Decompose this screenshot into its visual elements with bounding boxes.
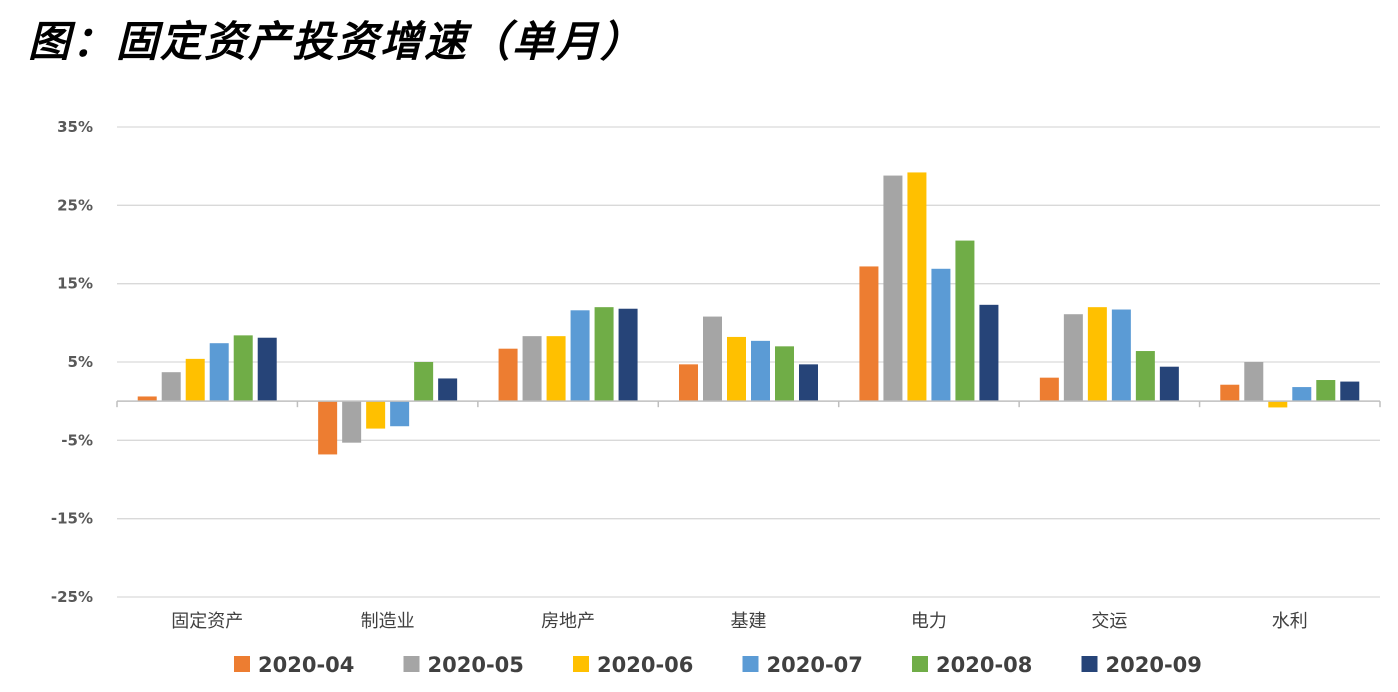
category-label: 电力 bbox=[911, 611, 947, 632]
bar bbox=[137, 396, 157, 402]
bar bbox=[185, 358, 205, 402]
gridlines bbox=[117, 126, 1380, 598]
legend-swatch bbox=[912, 656, 928, 672]
bar bbox=[955, 240, 975, 402]
bar bbox=[907, 172, 927, 402]
bar bbox=[522, 336, 542, 402]
bar bbox=[1111, 309, 1131, 402]
bar bbox=[390, 401, 410, 427]
legend-swatch bbox=[403, 656, 420, 672]
bar bbox=[414, 362, 434, 402]
bar bbox=[859, 266, 879, 402]
bar bbox=[546, 336, 566, 402]
y-tick-label: 5% bbox=[68, 353, 93, 371]
bar bbox=[366, 401, 386, 429]
bar bbox=[342, 401, 362, 443]
legend-label: 2020-04 bbox=[258, 653, 354, 677]
bar bbox=[1340, 381, 1360, 402]
bar bbox=[161, 372, 181, 402]
bar bbox=[1159, 366, 1179, 402]
bar bbox=[727, 336, 746, 402]
category-labels: 固定资产 制造业 房地产 基建 电力 交运 水利 bbox=[171, 611, 1308, 632]
category-label: 交运 bbox=[1091, 611, 1127, 632]
bars bbox=[137, 172, 1360, 455]
bar bbox=[751, 340, 770, 402]
legend-swatch bbox=[573, 656, 589, 672]
legend-swatch bbox=[1081, 656, 1098, 672]
x-axis bbox=[116, 400, 1381, 408]
bar bbox=[498, 348, 518, 402]
bar bbox=[594, 307, 614, 402]
bar bbox=[883, 175, 903, 402]
y-axis-ticks: 35% 25% 15% 5% -5% -15% -25% bbox=[51, 118, 93, 606]
chart-title: 图：固定资产投资增速（单月） bbox=[28, 17, 645, 66]
bar bbox=[233, 335, 253, 402]
legend-label: 2020-09 bbox=[1106, 653, 1202, 677]
bar bbox=[318, 401, 338, 455]
bar bbox=[1316, 380, 1336, 402]
legend-label: 2020-06 bbox=[597, 653, 693, 677]
y-tick-label: -25% bbox=[51, 588, 93, 606]
bar bbox=[931, 268, 951, 402]
legend-swatch bbox=[234, 656, 250, 672]
category-label: 水利 bbox=[1272, 611, 1308, 632]
bar bbox=[1063, 314, 1083, 402]
y-tick-label: -5% bbox=[61, 431, 93, 449]
bar bbox=[209, 343, 229, 402]
bar bbox=[1039, 377, 1059, 402]
bar bbox=[438, 378, 458, 402]
legend-label: 2020-08 bbox=[936, 653, 1032, 677]
legend-label: 2020-07 bbox=[767, 653, 863, 677]
y-tick-label: 35% bbox=[57, 118, 93, 136]
y-tick-label: 15% bbox=[57, 275, 93, 293]
bar bbox=[679, 364, 698, 402]
category-label: 制造业 bbox=[361, 611, 415, 632]
y-tick-label: -15% bbox=[51, 510, 93, 528]
legend: 2020-04 2020-05 2020-06 2020-07 2020-08 2020-… bbox=[234, 653, 1202, 677]
bar bbox=[570, 310, 590, 402]
bar bbox=[1268, 401, 1288, 408]
bar bbox=[703, 316, 722, 402]
category-label: 固定资产 bbox=[171, 611, 243, 632]
bar bbox=[257, 337, 277, 402]
bar bbox=[618, 308, 638, 402]
bar bbox=[979, 304, 999, 402]
category-label: 基建 bbox=[731, 611, 767, 632]
bar bbox=[799, 364, 818, 402]
bar bbox=[775, 346, 794, 402]
y-tick-label: 25% bbox=[57, 196, 93, 214]
legend-swatch bbox=[742, 656, 759, 672]
bar bbox=[1244, 362, 1264, 402]
bar bbox=[1220, 384, 1240, 402]
category-label: 房地产 bbox=[541, 611, 595, 632]
bar bbox=[1087, 307, 1107, 402]
bar bbox=[1135, 351, 1155, 402]
bar bbox=[1292, 387, 1312, 402]
legend-label: 2020-05 bbox=[428, 653, 524, 677]
